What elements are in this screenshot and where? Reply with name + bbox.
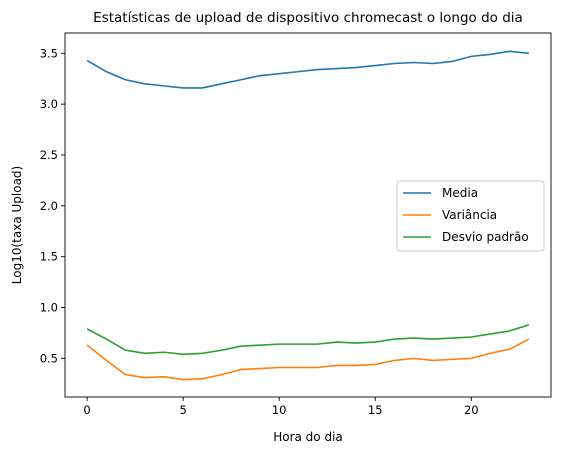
legend-box [396,180,545,252]
x-tick-label: 20 [464,403,479,417]
x-axis-label: Hora do dia [273,430,343,444]
legend-label-1: Variância [442,208,497,222]
y-tick-label: 3.0 [40,97,58,111]
y-tick-label: 1.5 [40,250,58,264]
y-tick-label: 2.5 [40,148,58,162]
plot-area: 0 5 10 15 20 0.5 1.0 1.5 2.0 2.5 3.0 3.5 [40,32,552,417]
series-line-1 [86,338,530,381]
x-tick-label: 10 [272,403,287,417]
x-tick-label: 5 [179,403,186,417]
y-tick-label: 0.5 [40,351,58,365]
series-line-0 [86,50,529,89]
legend-label-2: Desvio padrão [442,230,529,244]
y-tick-label: 1.0 [40,301,58,315]
plot-frame [64,32,552,398]
series-line-2 [86,324,530,356]
x-tick-label: 0 [83,403,90,417]
chart-title: Estatísticas de upload de dispositivo ch… [93,10,523,26]
y-tick-label: 2.0 [40,199,58,213]
y-axis-label: Log10(taxa Upload) [10,166,24,284]
legend: Media Variância Desvio padrão [396,180,545,252]
x-tick-label: 15 [368,403,383,417]
y-tick-label: 3.5 [40,46,58,60]
legend-label-0: Media [442,186,478,200]
